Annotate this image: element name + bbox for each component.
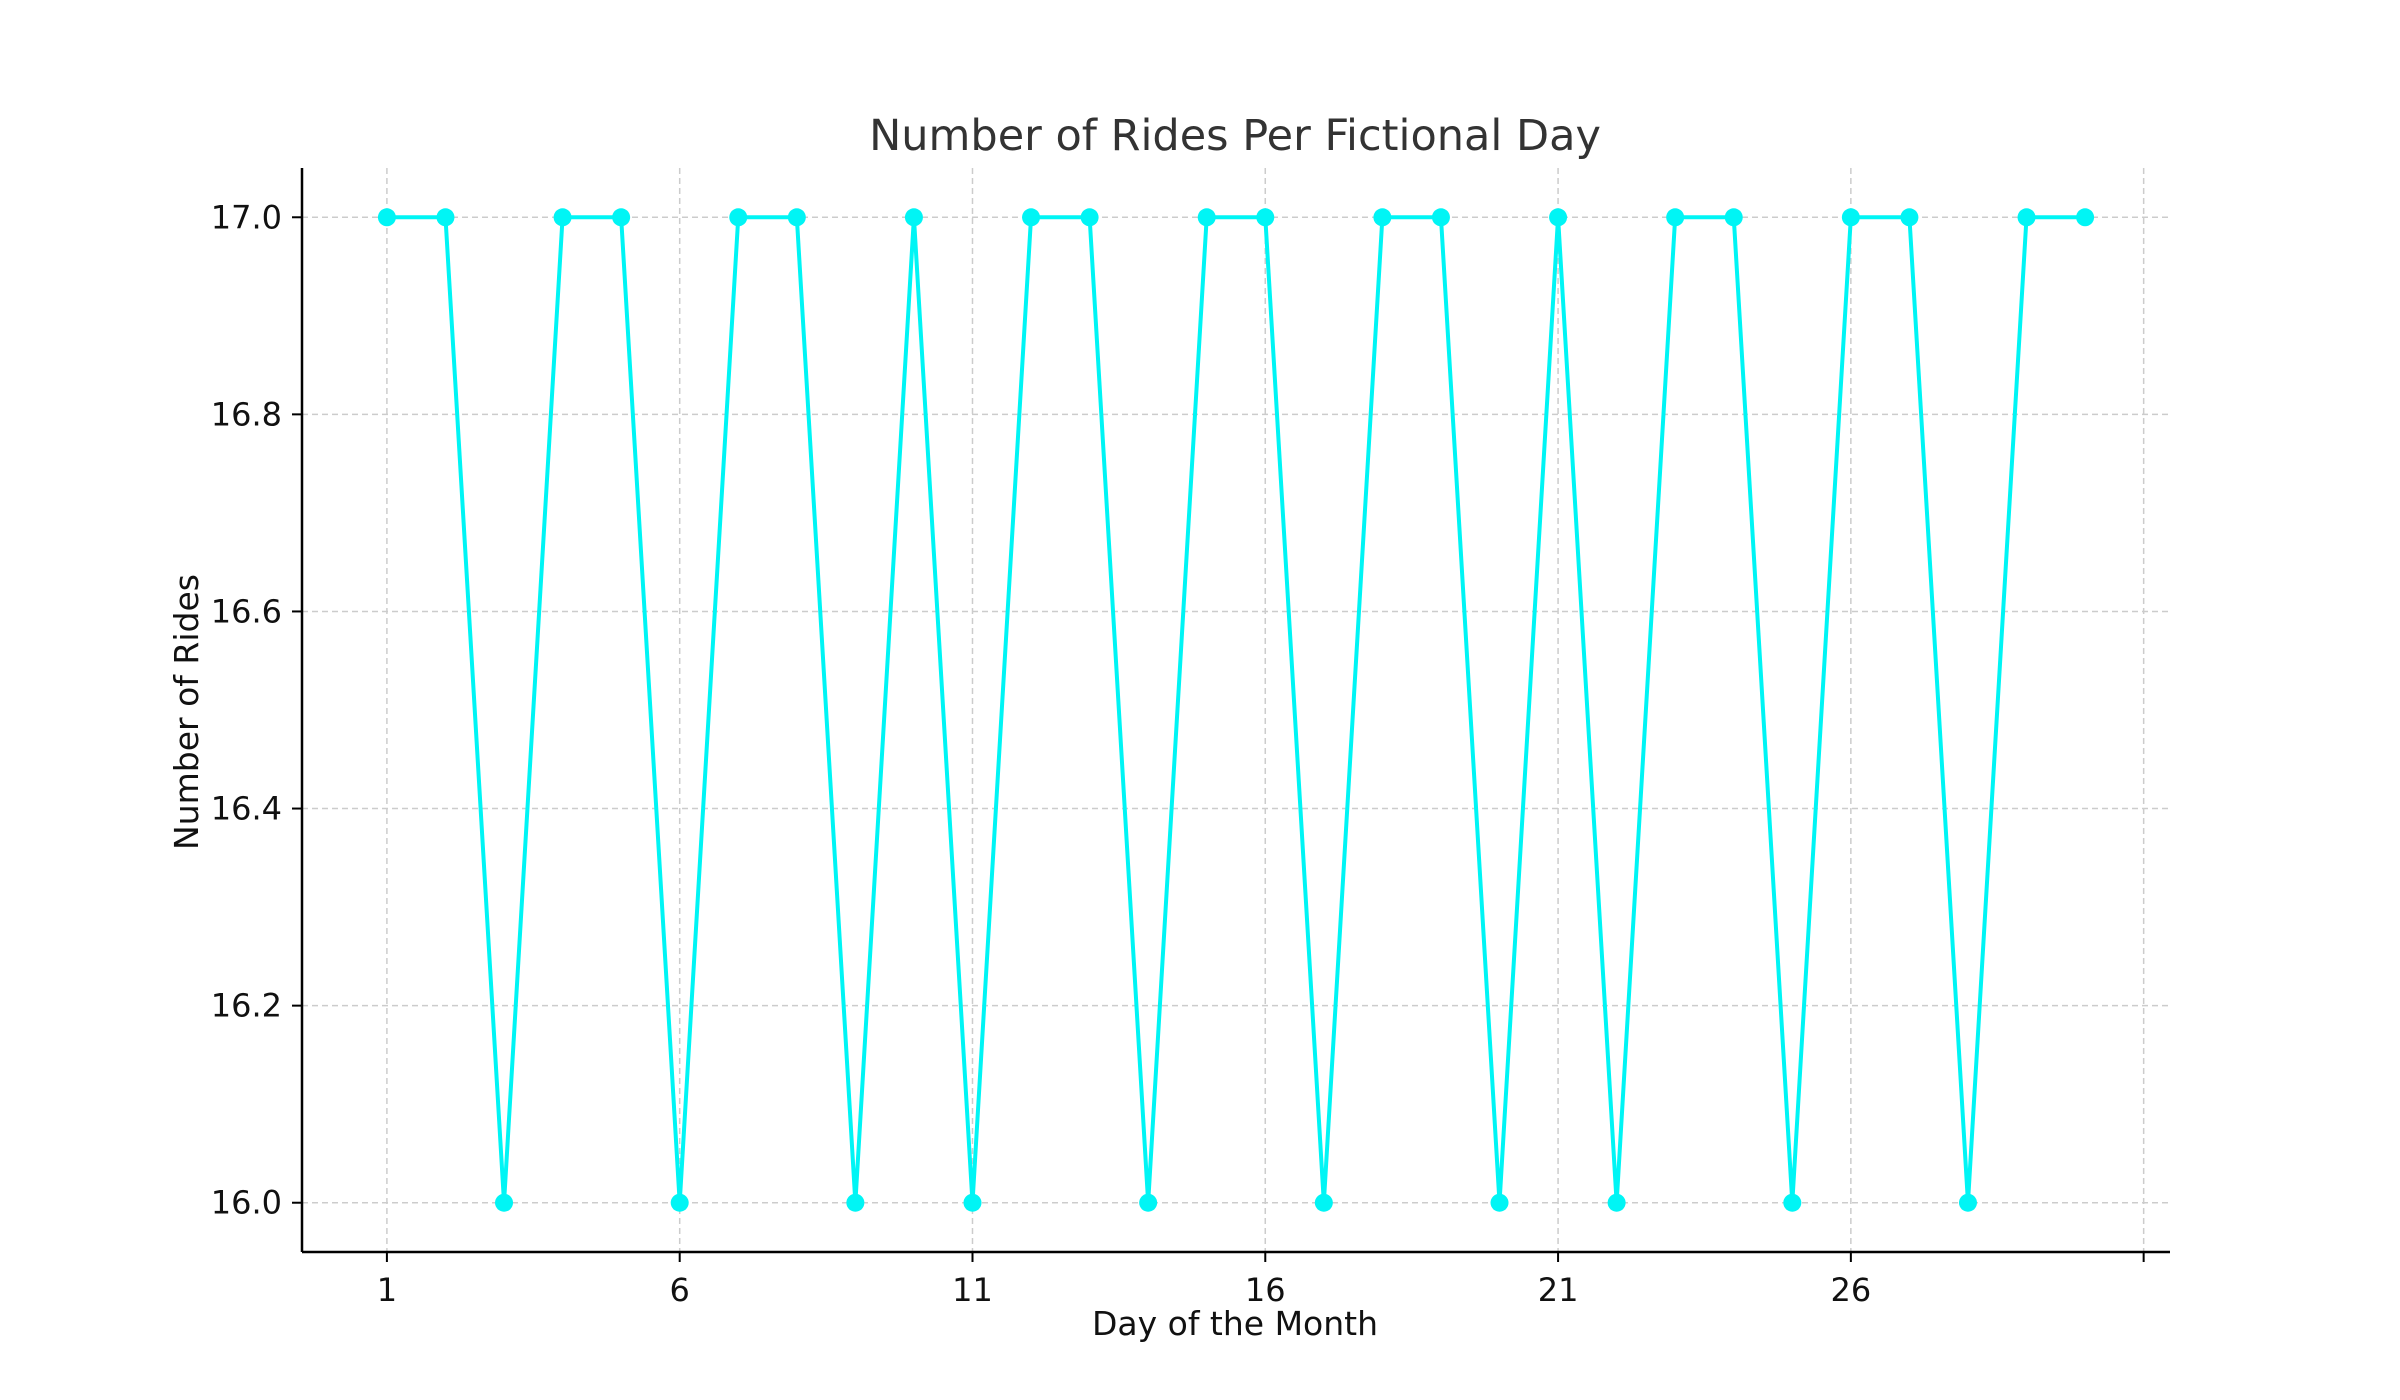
x-tick-label: 6 xyxy=(670,1271,690,1309)
data-point xyxy=(377,208,396,227)
grid-layer xyxy=(302,168,2170,1252)
data-point xyxy=(1256,208,1275,227)
data-point xyxy=(1431,208,1450,227)
data-point xyxy=(670,1193,689,1212)
y-tick-label: 16.0 xyxy=(211,1184,282,1222)
data-point xyxy=(1197,208,1216,227)
data-point xyxy=(1490,1193,1509,1212)
data-point xyxy=(1314,1193,1333,1212)
data-point xyxy=(2017,208,2036,227)
data-point xyxy=(553,208,572,227)
data-point xyxy=(1900,208,1919,227)
x-axis-label: Day of the Month xyxy=(1092,1304,1378,1343)
data-point xyxy=(1783,1193,1802,1212)
x-tick-label: 26 xyxy=(1830,1271,1871,1309)
data-point xyxy=(1724,208,1743,227)
data-point xyxy=(1080,208,1099,227)
chart-title: Number of Rides Per Fictional Day xyxy=(869,111,1601,161)
y-tick-label: 16.2 xyxy=(211,987,282,1025)
data-point xyxy=(612,208,631,227)
series-layer xyxy=(377,208,2095,1212)
data-point xyxy=(1139,1193,1158,1212)
data-point xyxy=(1841,208,1860,227)
data-point xyxy=(963,1193,982,1212)
x-tick-label: 21 xyxy=(1538,1271,1579,1309)
x-tick-label: 11 xyxy=(952,1271,993,1309)
series-line xyxy=(386,215,2086,1203)
data-point xyxy=(1666,208,1685,227)
y-tick-label: 17.0 xyxy=(211,198,282,236)
y-axis-label: Number of Rides xyxy=(167,574,206,850)
data-point xyxy=(495,1193,514,1212)
data-point xyxy=(846,1193,865,1212)
data-point xyxy=(2076,208,2095,227)
data-point xyxy=(1022,208,1041,227)
axes-layer xyxy=(292,168,2170,1262)
data-point xyxy=(1607,1193,1626,1212)
tick-label-layer: 16.016.216.416.616.817.01 6 11 16 21 26 xyxy=(211,198,1871,1309)
data-point xyxy=(729,208,748,227)
data-point xyxy=(787,208,806,227)
data-point xyxy=(904,208,923,227)
x-tick-label: 16 xyxy=(1245,1271,1286,1309)
y-tick-label: 16.4 xyxy=(211,790,282,828)
data-point xyxy=(436,208,455,227)
x-tick-label: 1 xyxy=(377,1271,397,1309)
data-point xyxy=(1958,1193,1977,1212)
data-point xyxy=(1549,208,1568,227)
data-point xyxy=(1373,208,1392,227)
y-tick-label: 16.6 xyxy=(211,592,282,630)
y-tick-label: 16.8 xyxy=(211,395,282,433)
